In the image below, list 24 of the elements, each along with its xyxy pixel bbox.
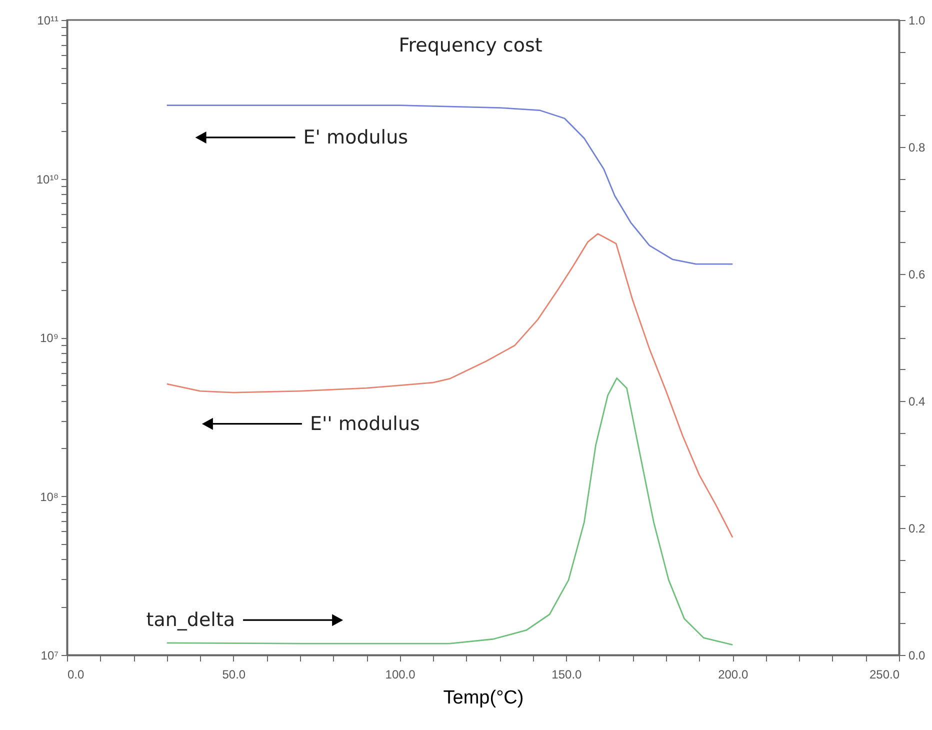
y2-tick-label: 0.2	[908, 522, 926, 536]
x-axis-title: Temp(°C)	[443, 688, 524, 708]
y-tick-label: 10⁷	[40, 648, 58, 662]
x-tick-label: 200.0	[718, 668, 748, 682]
series-label: E' modulus	[303, 126, 408, 148]
text: Frequency cost	[398, 34, 542, 56]
x-tick-label: 50.0	[222, 668, 246, 682]
x-tick-label: 0.0	[68, 668, 85, 682]
line-series	[166, 233, 734, 538]
y2-tick-label: 1.0	[908, 14, 926, 28]
x-tick-label: 100.0	[385, 668, 416, 682]
y2-tick-label: 0.8	[908, 140, 926, 154]
series-label: E'' modulus	[310, 412, 420, 435]
y-tick-label: 10¹¹	[37, 14, 58, 28]
y-tick-label: 10¹⁰	[36, 172, 59, 186]
line-series	[166, 104, 734, 265]
y2-tick-label: 0.0	[908, 648, 926, 662]
x-tick-label: 150.0	[552, 668, 582, 682]
y2-tick-label: 0.6	[908, 268, 926, 282]
series-label: tan_delta	[146, 609, 236, 632]
x-tick-label: 250.0	[869, 668, 900, 682]
y-tick-label: 10⁸	[40, 490, 58, 504]
y-tick-label: 10⁹	[40, 331, 58, 345]
y2-tick-label: 0.4	[908, 394, 926, 408]
